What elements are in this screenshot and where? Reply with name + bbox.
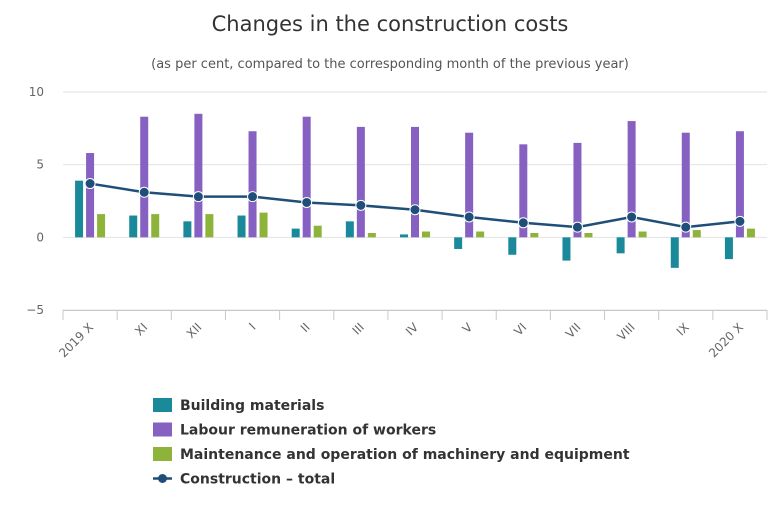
bar-labour-remuneration-of-workers	[519, 144, 528, 238]
bar-building-materials	[237, 215, 246, 238]
legend-marker	[158, 474, 167, 483]
bar-maintenance-and-operation-of-machinery-and-equipment	[97, 214, 106, 238]
y-axis-ticks: −5 0 5 10	[26, 85, 44, 317]
bar-maintenance-and-operation-of-machinery-and-equipment	[530, 232, 539, 238]
x-tick-label: VI	[511, 320, 529, 338]
bar-maintenance-and-operation-of-machinery-and-equipment	[151, 214, 160, 238]
legend-label: Construction – total	[180, 472, 335, 488]
bar-building-materials	[129, 215, 138, 238]
bar-labour-remuneration-of-workers	[194, 113, 203, 238]
chart-subtitle: (as per cent, compared to the correspond…	[151, 57, 629, 72]
x-tick-label: III	[350, 320, 367, 337]
total-line	[84, 178, 746, 233]
x-tick-label: V	[460, 320, 476, 336]
x-tick-label: IV	[403, 320, 422, 339]
x-tick-label: VIII	[615, 320, 638, 343]
legend-swatch	[153, 398, 172, 412]
total-line-point	[463, 211, 475, 223]
legend-label: Building materials	[180, 398, 324, 414]
legend-swatch	[153, 447, 172, 461]
bar-labour-remuneration-of-workers	[302, 116, 311, 238]
bar-labour-remuneration-of-workers	[465, 132, 474, 238]
legend-swatch	[153, 422, 172, 437]
bar-building-materials	[400, 234, 408, 238]
bar-labour-remuneration-of-workers	[86, 153, 95, 238]
bar-maintenance-and-operation-of-machinery-and-equipment	[638, 231, 647, 238]
bar-maintenance-and-operation-of-machinery-and-equipment	[205, 214, 214, 238]
bar-labour-remuneration-of-workers	[681, 132, 690, 238]
bar-maintenance-and-operation-of-machinery-and-equipment	[746, 228, 755, 238]
bar-building-materials	[345, 221, 354, 238]
bar-labour-remuneration-of-workers	[735, 131, 744, 238]
bar-labour-remuneration-of-workers	[140, 116, 149, 238]
bar-building-materials	[724, 237, 733, 260]
total-line-point	[626, 211, 638, 223]
x-tick-label: VII	[563, 320, 584, 341]
bar-maintenance-and-operation-of-machinery-and-equipment	[584, 232, 593, 238]
x-tick-label: 2020 X	[706, 320, 746, 360]
bar-labour-remuneration-of-workers	[248, 131, 257, 238]
total-line-point	[517, 217, 529, 229]
legend-label: Maintenance and operation of machinery a…	[180, 447, 630, 463]
x-tick-label: XII	[184, 320, 205, 341]
bar-maintenance-and-operation-of-machinery-and-equipment	[476, 231, 485, 238]
legend-label: Labour remuneration of workers	[180, 423, 436, 439]
y-tick-label: −5	[26, 303, 44, 317]
bar-building-materials	[291, 228, 300, 238]
y-tick-label: 10	[29, 85, 44, 99]
x-tick-label: IX	[674, 320, 692, 338]
legend: Building materials Labour remuneration of…	[153, 398, 630, 488]
bar-maintenance-and-operation-of-machinery-and-equipment	[422, 231, 430, 238]
bar-building-materials	[183, 221, 192, 238]
y-tick-label: 5	[36, 158, 44, 172]
bar-building-materials	[562, 237, 571, 261]
bars	[75, 113, 755, 268]
x-axis: 2019 X XI XII I II III IV V VI VII VIII IX 2020 X	[56, 310, 768, 360]
total-line-point	[734, 215, 746, 227]
chart-title: Changes in the construction costs	[212, 12, 569, 36]
x-tick-label: II	[298, 320, 313, 335]
bar-labour-remuneration-of-workers	[411, 126, 419, 238]
bar-maintenance-and-operation-of-machinery-and-equipment	[367, 232, 376, 238]
bar-maintenance-and-operation-of-machinery-and-equipment	[313, 225, 322, 238]
bar-building-materials	[670, 237, 679, 268]
x-tick-label: I	[246, 320, 258, 332]
bar-maintenance-and-operation-of-machinery-and-equipment	[259, 212, 268, 238]
bar-maintenance-and-operation-of-machinery-and-equipment	[692, 230, 701, 238]
y-tick-label: 0	[36, 230, 44, 244]
total-line-point	[680, 221, 692, 233]
x-tick-label: XI	[132, 320, 150, 338]
bar-building-materials	[616, 237, 625, 254]
bar-building-materials	[75, 180, 84, 238]
total-line-point	[247, 191, 259, 203]
total-line-point	[355, 199, 367, 211]
total-line-point	[571, 221, 583, 233]
total-line-point	[192, 191, 204, 203]
bar-labour-remuneration-of-workers	[573, 142, 582, 238]
total-line-point	[409, 204, 421, 216]
bar-building-materials	[508, 237, 517, 255]
x-tick-label: 2019 X	[56, 320, 96, 360]
bar-labour-remuneration-of-workers	[627, 121, 636, 238]
bar-labour-remuneration-of-workers	[356, 126, 365, 238]
total-line-point	[138, 186, 150, 198]
total-line-point	[301, 196, 313, 208]
bar-building-materials	[454, 237, 463, 249]
total-line-point	[84, 178, 96, 190]
